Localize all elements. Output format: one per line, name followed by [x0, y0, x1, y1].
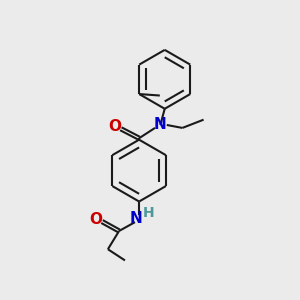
Text: O: O	[109, 119, 122, 134]
Text: O: O	[90, 212, 103, 227]
Text: H: H	[143, 206, 154, 220]
Text: N: N	[154, 118, 167, 133]
Text: N: N	[129, 211, 142, 226]
